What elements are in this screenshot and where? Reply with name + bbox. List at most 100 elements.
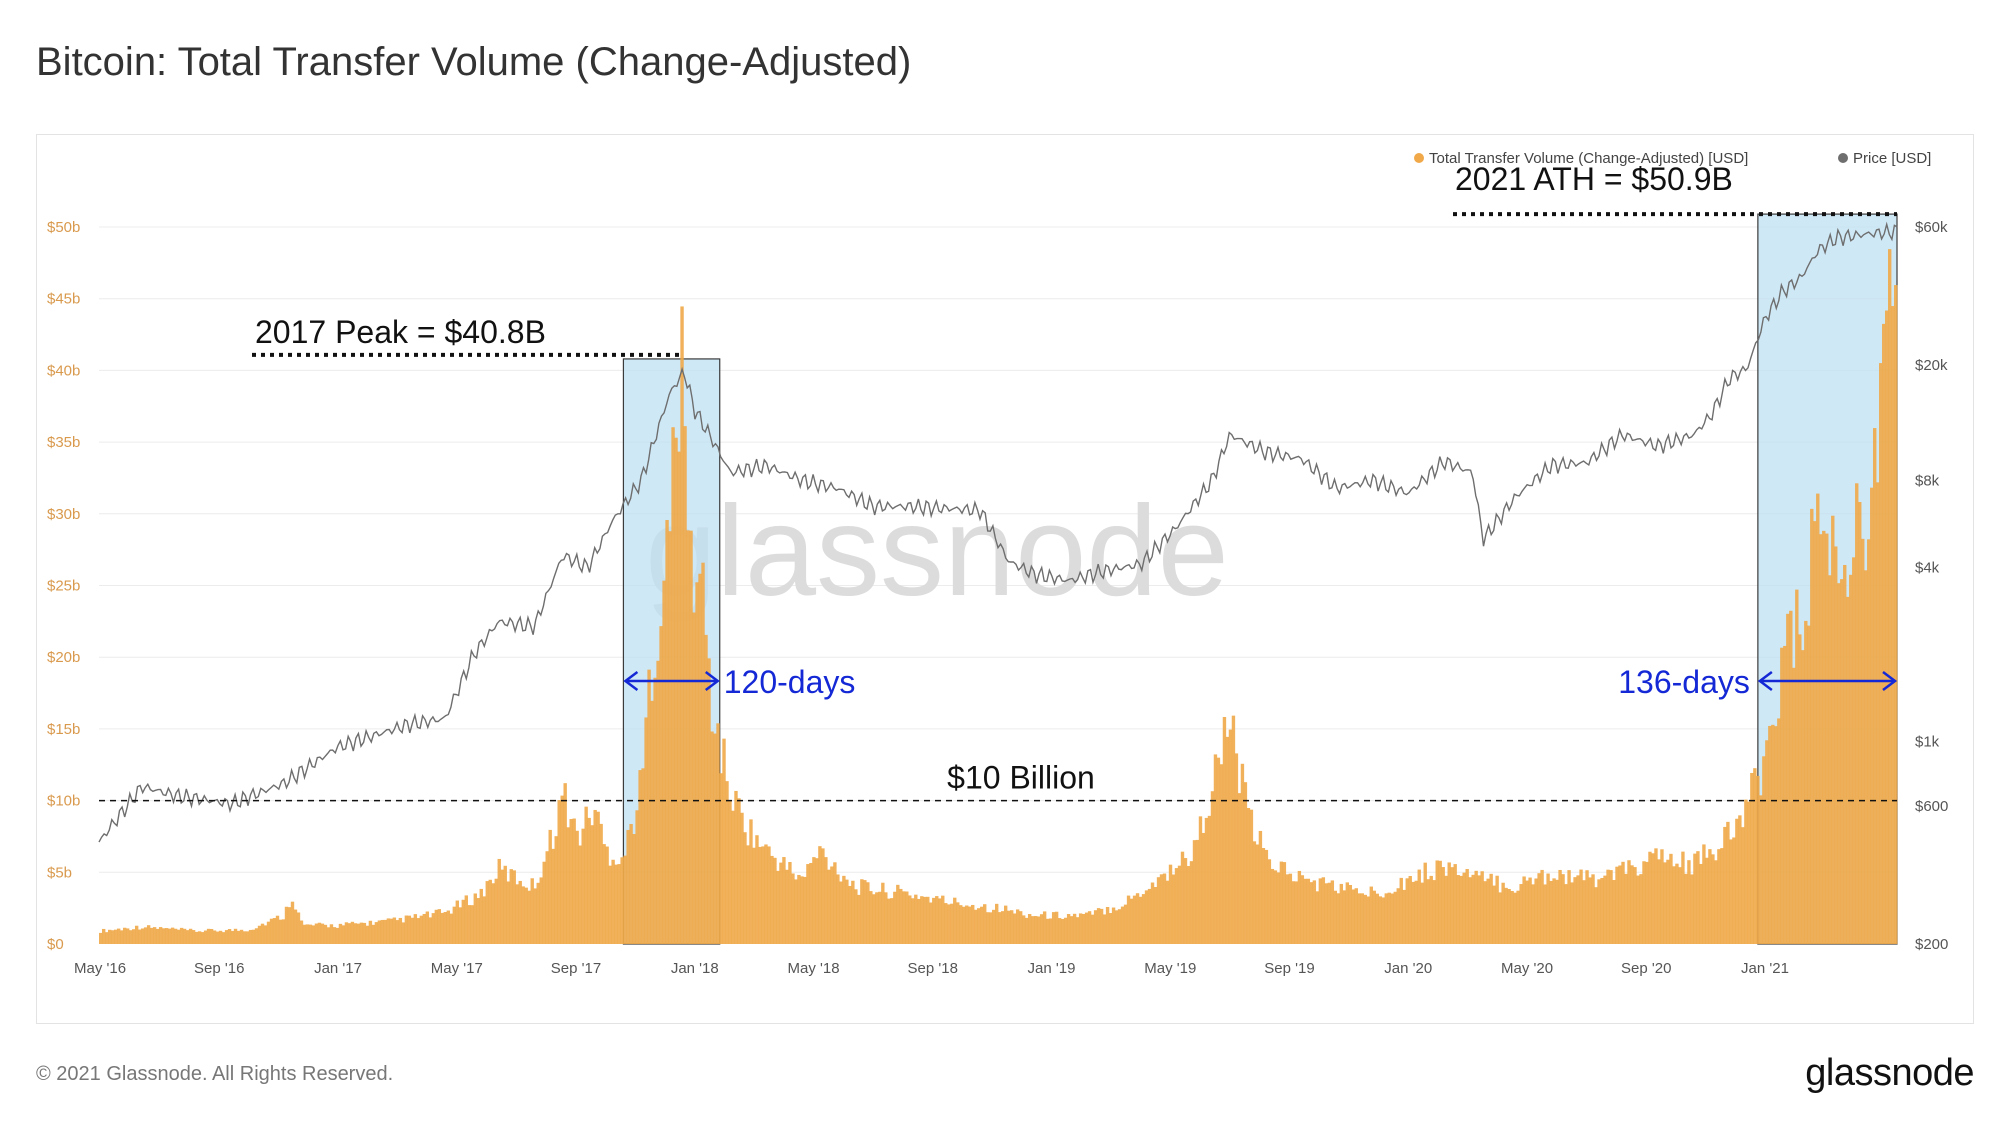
volume-bar	[1459, 875, 1463, 944]
volume-bar	[1834, 546, 1838, 944]
volume-bar	[665, 520, 669, 944]
volume-bar	[398, 917, 403, 944]
volume-bar	[1750, 772, 1754, 944]
volume-bar	[1771, 724, 1775, 944]
volume-bar	[209, 928, 214, 944]
volume-bar	[623, 855, 627, 944]
volume-bar	[863, 880, 867, 944]
volume-bar	[1000, 911, 1005, 944]
volume-bar	[1765, 740, 1769, 944]
volume-bar	[1381, 897, 1385, 944]
volume-bar	[1054, 911, 1059, 944]
volume-bar	[323, 924, 328, 944]
volume-bar	[1045, 918, 1050, 944]
volume-bar	[1741, 827, 1745, 944]
volume-bar	[1117, 909, 1122, 944]
volume-bar	[203, 930, 208, 944]
volume-bar	[611, 859, 615, 944]
volume-bar	[344, 922, 349, 944]
volume-bar	[1360, 893, 1364, 944]
volume-bar	[1144, 890, 1149, 944]
volume-bar	[881, 882, 885, 944]
volume-bar	[1186, 866, 1191, 944]
volume-bar	[884, 892, 888, 944]
volume-bar	[1870, 487, 1874, 944]
volume-bar	[1246, 808, 1251, 944]
volume-bar	[1879, 363, 1883, 944]
x-tick-label: Jan '17	[314, 960, 362, 977]
volume-bar	[509, 869, 513, 944]
volume-bar	[341, 925, 346, 944]
volume-bar	[530, 878, 534, 944]
volume-bar	[944, 903, 948, 944]
volume-bar	[99, 932, 103, 944]
volume-bar	[473, 893, 477, 944]
volume-bar	[1369, 886, 1373, 944]
volume-bar	[140, 928, 145, 944]
volume-bar	[1333, 890, 1338, 944]
volume-bar	[749, 819, 753, 944]
volume-bar	[956, 902, 960, 944]
volume-bar	[488, 879, 492, 944]
volume-bar	[479, 888, 483, 944]
volume-bar	[185, 930, 190, 944]
volume-bar	[1006, 910, 1011, 944]
volume-bar	[1711, 854, 1715, 944]
volume-bar	[1591, 874, 1595, 944]
volume-bar	[1858, 501, 1862, 944]
volume-bar	[1822, 530, 1826, 944]
volume-bar	[1453, 864, 1457, 944]
volume-bar	[1483, 881, 1487, 944]
volume-bar	[1159, 874, 1164, 944]
volume-bar	[644, 717, 648, 944]
x-tick-label: May '17	[431, 960, 483, 977]
volume-bar	[842, 875, 846, 944]
volume-bar	[131, 929, 136, 944]
volume-bar	[1396, 888, 1400, 944]
volume-bar	[878, 891, 882, 944]
volume-bar	[1519, 884, 1523, 944]
volume-bar	[1654, 848, 1658, 944]
volume-bar	[1114, 910, 1119, 944]
volume-bar	[926, 896, 930, 944]
ten-billion-label: $10 Billion	[947, 760, 1095, 796]
volume-bar	[1384, 893, 1388, 944]
volume-bar	[497, 858, 501, 944]
volume-bar	[773, 857, 777, 944]
volume-bar	[1282, 862, 1287, 944]
volume-bar	[821, 848, 825, 944]
volume-bar	[791, 873, 795, 944]
volume-bar	[293, 909, 298, 944]
volume-bar	[404, 915, 409, 944]
volume-bar	[263, 925, 268, 944]
volume-bar	[794, 879, 798, 944]
volume-bar	[1183, 858, 1188, 944]
volume-bar	[380, 919, 385, 944]
volume-bar	[464, 895, 468, 944]
volume-bar	[1162, 873, 1167, 944]
volume-bar	[689, 530, 693, 944]
volume-bar	[1555, 879, 1559, 944]
volume-bar	[1429, 875, 1433, 944]
volume-bar	[1432, 880, 1436, 944]
volume-bar	[1090, 914, 1095, 944]
volume-bar	[962, 906, 966, 944]
volume-bar	[683, 426, 687, 944]
volume-bar	[902, 891, 906, 944]
volume-bar	[266, 921, 271, 944]
volume-bar	[980, 906, 984, 944]
volume-bar	[1561, 874, 1565, 944]
volume-bar	[1714, 860, 1718, 944]
volume-bar	[320, 923, 325, 944]
volume-bar	[899, 888, 903, 944]
volume-bar	[1258, 830, 1263, 944]
volume-bar	[179, 927, 184, 944]
volume-bar	[257, 925, 262, 944]
volume-bar	[317, 922, 322, 944]
window-2017-arrow-right-head	[704, 671, 720, 691]
y-left-tick-label: $15b	[47, 721, 80, 738]
volume-bar	[947, 904, 951, 944]
volume-bar	[1816, 493, 1820, 944]
volume-bar	[290, 901, 295, 944]
volume-bar	[1477, 875, 1481, 944]
